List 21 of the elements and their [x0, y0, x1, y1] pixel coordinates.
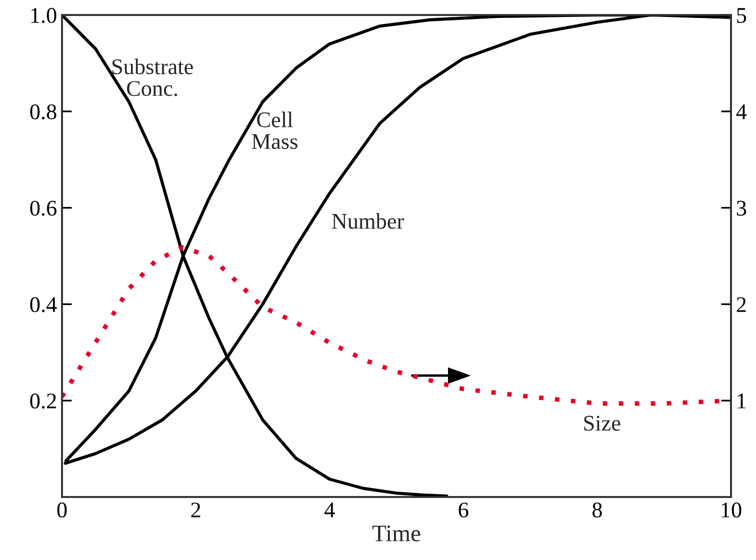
y2-tick-label: 5: [737, 8, 746, 23]
series-label: Size: [584, 416, 620, 431]
y-tick-label: 0.2: [30, 394, 56, 409]
x-tick-label: 2: [191, 502, 200, 518]
x-tick-label: 6: [458, 502, 468, 518]
x-tick-label: 8: [592, 502, 602, 518]
x-tick-label: 4: [324, 502, 335, 518]
y2-tick-label: 4: [736, 104, 747, 120]
y-tick-label: 1.0: [31, 8, 56, 24]
y2-tick-label: 3: [736, 200, 746, 216]
y-tick-label: 0.8: [30, 104, 56, 120]
series-label: Number: [332, 213, 404, 229]
x-tick-label: 0: [57, 502, 67, 518]
series-label: Substrate Conc.: [112, 58, 193, 96]
x-axis-title: Time: [372, 526, 420, 542]
y-tick-label: 0.4: [30, 297, 57, 312]
x-tick-label: 10: [722, 502, 742, 518]
y2-tick-label: 2: [736, 297, 746, 312]
y-tick-label: 0.6: [30, 200, 56, 216]
y2-tick-label: 1: [738, 394, 746, 408]
series-label: Cell Mass: [252, 112, 298, 150]
